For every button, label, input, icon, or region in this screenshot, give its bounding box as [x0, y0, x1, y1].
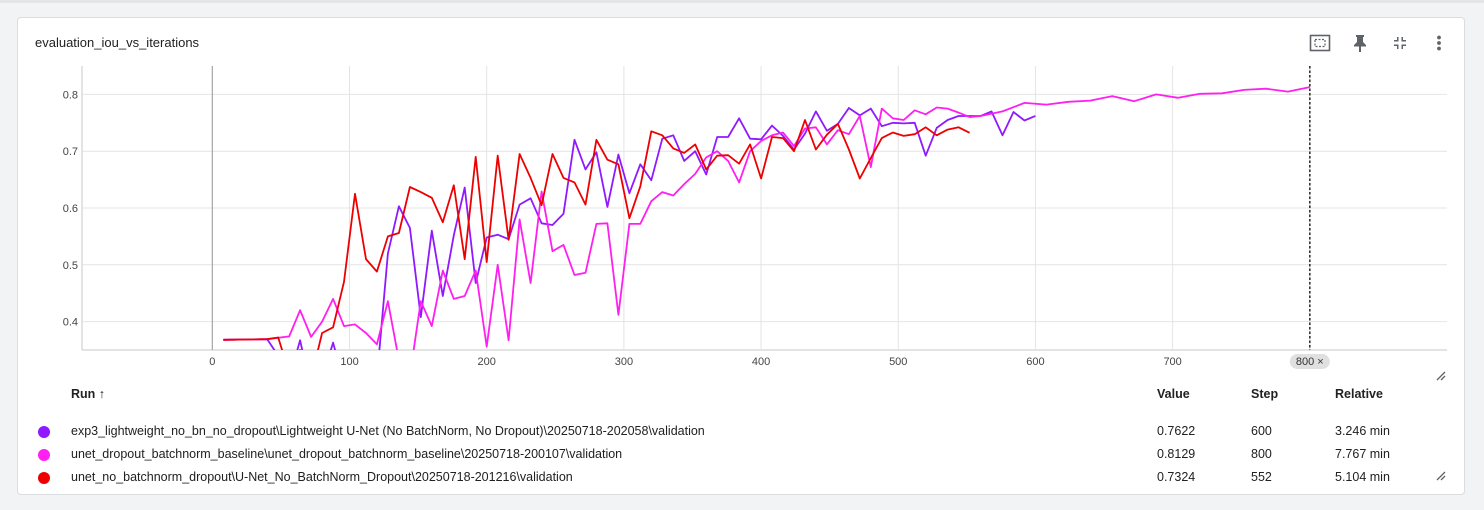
y-tick-label: 0.4	[63, 317, 78, 329]
header-relative: Relative	[1335, 387, 1383, 401]
header-step: Step	[1251, 387, 1279, 401]
scalar-card: evaluation_iou_vs_iterations 0.4 0.5 0.6 0.…	[17, 17, 1465, 495]
y-tick-label: 0.5	[63, 260, 78, 272]
fit-domain-icon[interactable]	[1309, 32, 1331, 54]
x-tick-label: 0	[209, 356, 215, 368]
hover-step-label[interactable]: 800 ×	[1296, 356, 1324, 368]
top-divider	[0, 0, 1484, 3]
run-name: unet_no_batchnorm_dropout\U-Net_No_Batch…	[71, 470, 573, 484]
resize-legend-icon[interactable]	[1436, 468, 1446, 481]
x-tick-label: 500	[889, 356, 907, 368]
run-step: 800	[1251, 447, 1272, 461]
line-chart[interactable]: 0.4 0.5 0.6 0.7 0.8 0 100 200 300 400 500 600 700 8…	[18, 18, 1466, 383]
run-relative: 5.104 min	[1335, 470, 1390, 484]
header-run[interactable]: Run ↑	[71, 387, 106, 401]
collapse-icon[interactable]	[1389, 32, 1411, 54]
more-vert-icon[interactable]	[1428, 32, 1450, 54]
run-value: 0.7324	[1157, 470, 1196, 484]
x-tick-label: 400	[752, 356, 770, 368]
y-tick-label: 0.7	[63, 146, 78, 158]
legend-row[interactable]: unet_dropout_batchnorm_baseline\unet_dro…	[18, 443, 1466, 466]
x-tick-label: 200	[478, 356, 496, 368]
run-color-swatch[interactable]	[38, 472, 50, 484]
y-tick-label: 0.6	[63, 203, 78, 215]
legend-row[interactable]: unet_no_batchnorm_dropout\U-Net_No_Batch…	[18, 466, 1466, 489]
run-color-swatch[interactable]	[38, 449, 50, 461]
run-value: 0.8129	[1157, 447, 1196, 461]
run-step: 600	[1251, 424, 1272, 438]
x-tick-label: 100	[340, 356, 358, 368]
x-tick-label: 700	[1163, 356, 1181, 368]
card-title: evaluation_iou_vs_iterations	[35, 35, 200, 50]
run-name: unet_dropout_batchnorm_baseline\unet_dro…	[71, 447, 623, 461]
run-relative: 7.767 min	[1335, 447, 1390, 461]
run-color-swatch[interactable]	[38, 426, 50, 438]
run-relative: 3.246 min	[1335, 424, 1390, 438]
y-tick-label: 0.8	[63, 89, 78, 101]
series-line	[223, 107, 1036, 350]
header-value: Value	[1157, 387, 1190, 401]
run-step: 552	[1251, 470, 1272, 484]
run-value: 0.7622	[1157, 424, 1196, 438]
series-line	[223, 86, 1310, 350]
pin-icon[interactable]	[1349, 32, 1371, 54]
x-tick-label: 600	[1026, 356, 1044, 368]
resize-chart-icon[interactable]	[1436, 368, 1446, 381]
hover-step-pill[interactable]	[1289, 354, 1330, 369]
run-name: exp3_lightweight_no_bn_no_dropout\Lightw…	[71, 424, 705, 438]
legend-row[interactable]: exp3_lightweight_no_bn_no_dropout\Lightw…	[18, 420, 1466, 443]
x-tick-label: 300	[615, 356, 633, 368]
series-line	[223, 119, 971, 350]
